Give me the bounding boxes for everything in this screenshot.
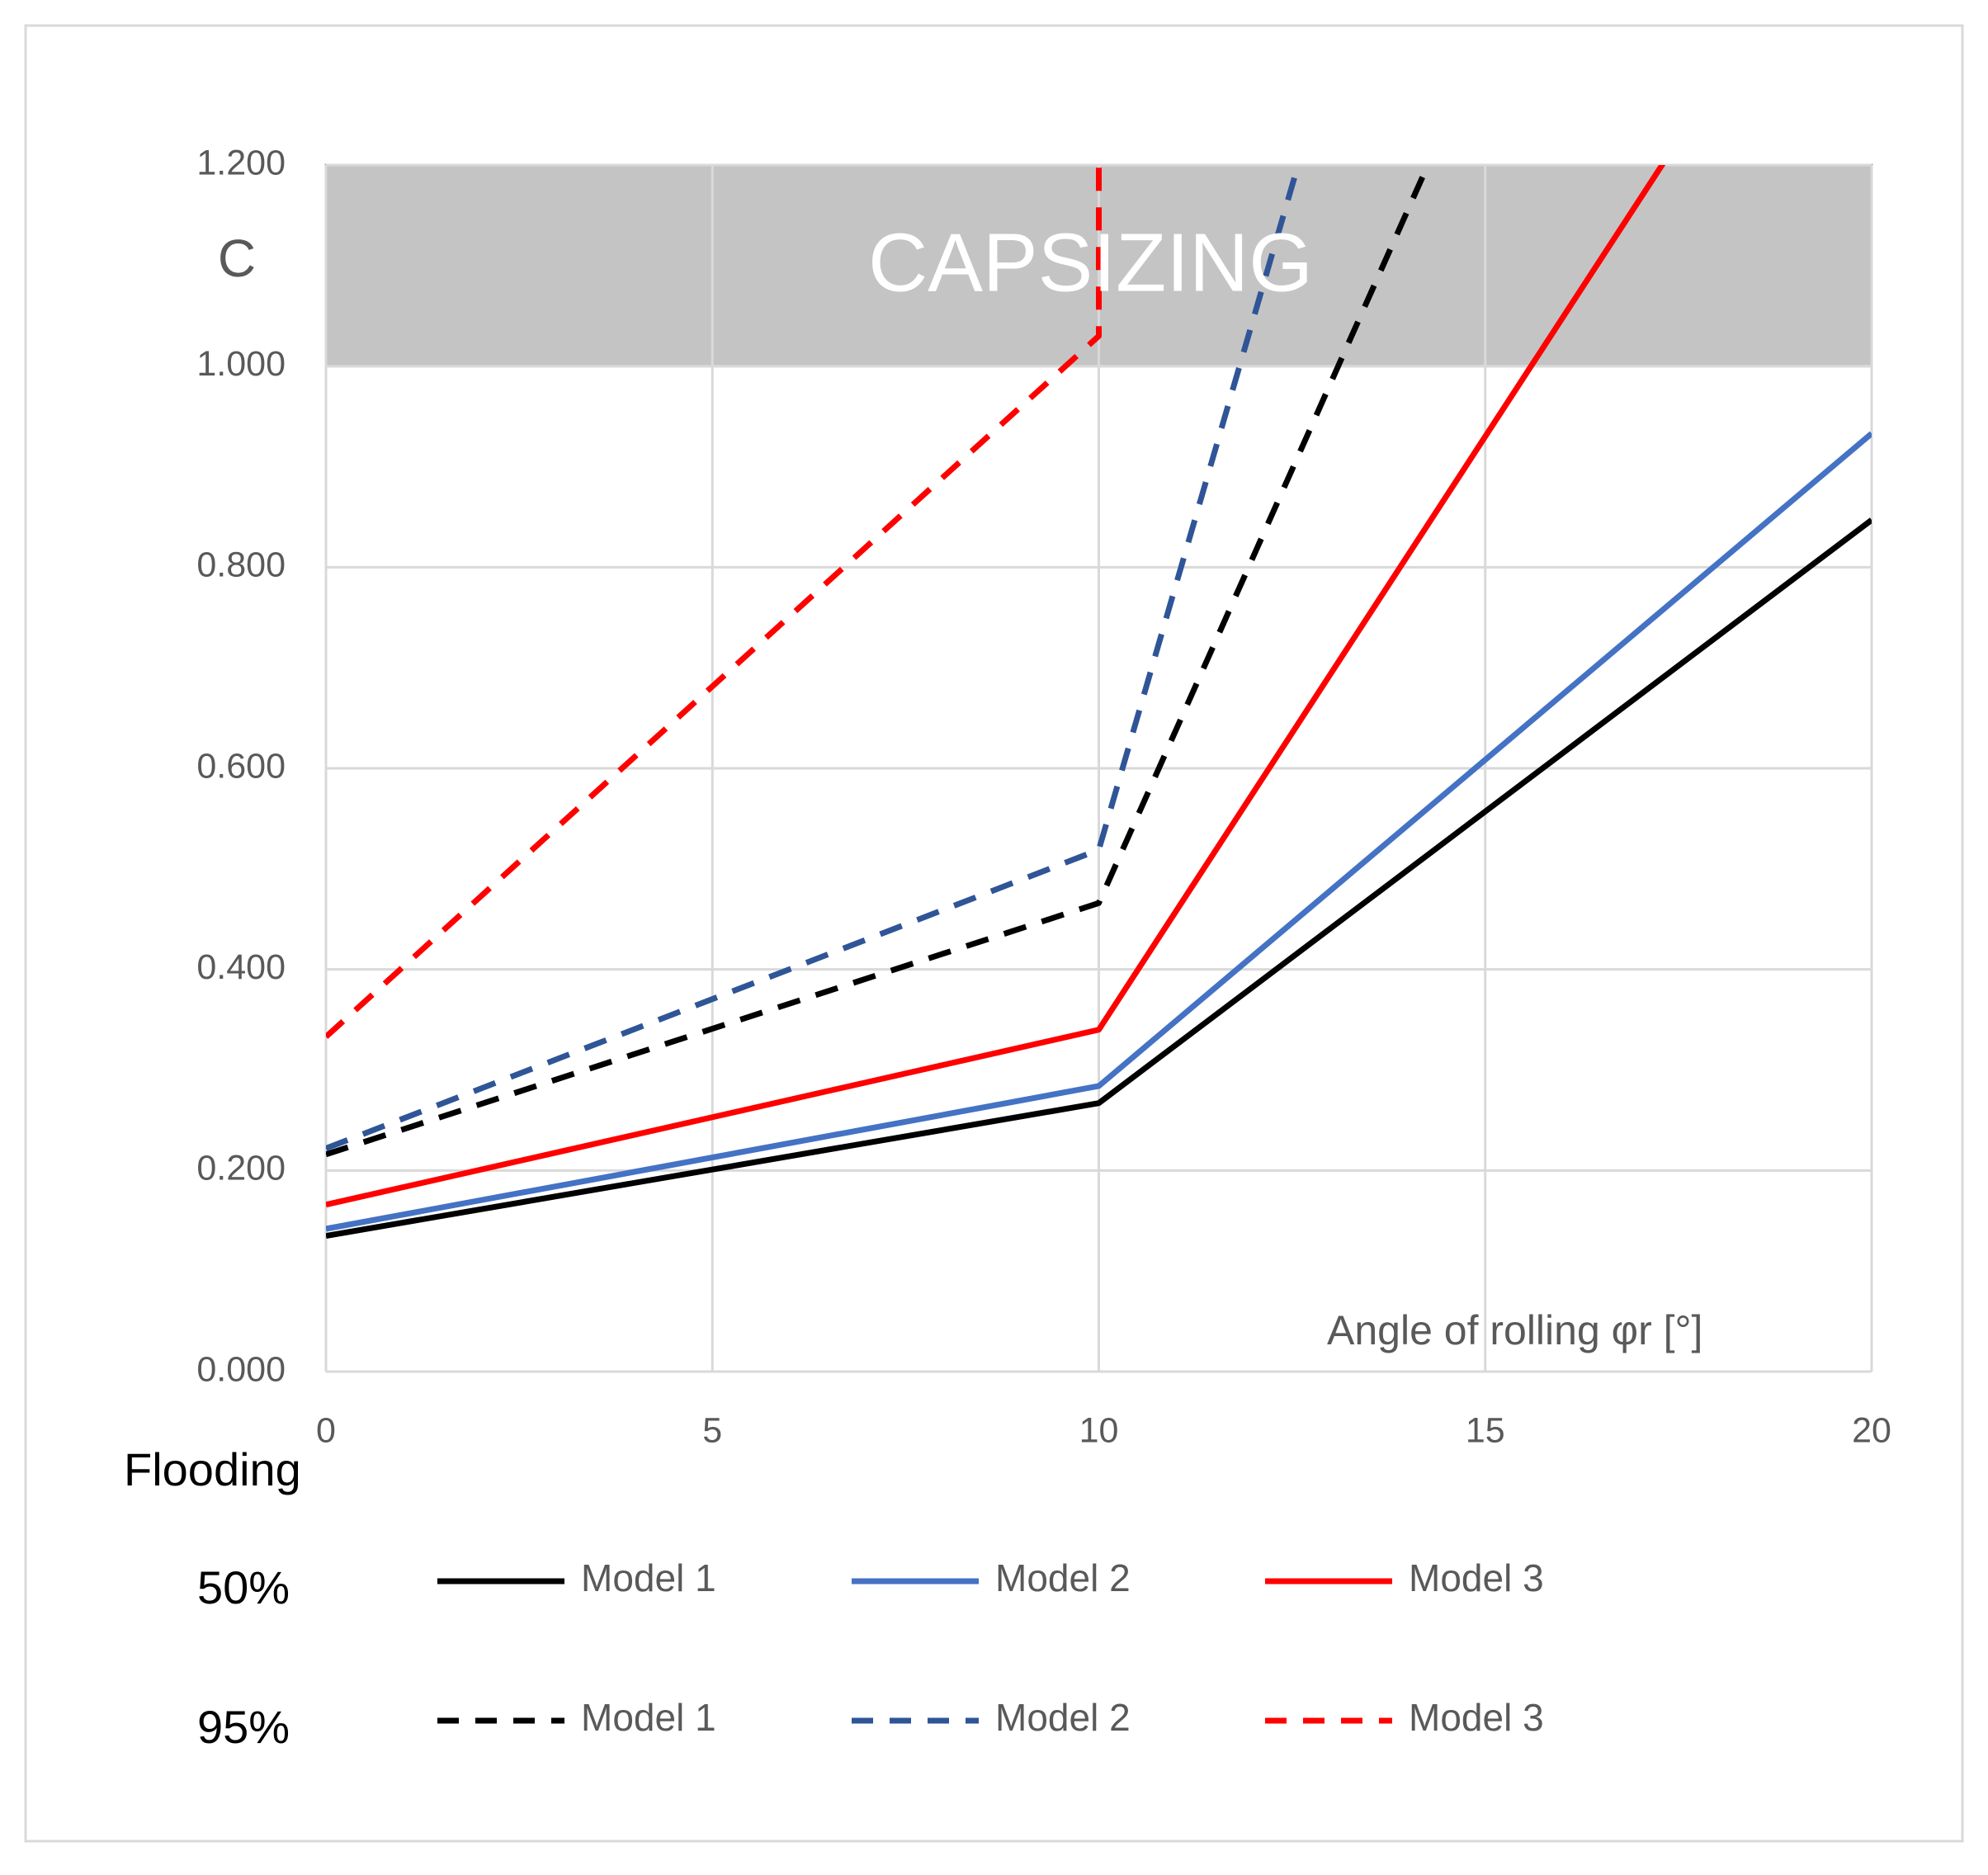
y-tick-label: 0.600 <box>196 746 286 786</box>
legend-label: Model 3 <box>1409 1556 1544 1599</box>
series-line <box>326 431 1872 1232</box>
series-line <box>326 165 1666 1208</box>
series-line <box>326 165 1102 1039</box>
x-axis-label: Angle of rolling φr [°] <box>1327 1307 1702 1353</box>
x-tick-label: 20 <box>1852 1410 1891 1450</box>
x-tick-label: 15 <box>1466 1410 1505 1450</box>
legend-label: Model 1 <box>581 1556 716 1599</box>
x-tick-label: 5 <box>702 1410 722 1450</box>
series-line <box>326 517 1872 1239</box>
legend-title: Flooding <box>124 1443 301 1495</box>
y-tick-label: 0.000 <box>196 1349 286 1389</box>
y-tick-label: 0.200 <box>196 1149 286 1188</box>
y-tick-label: 0.800 <box>196 545 286 585</box>
legend-label: Model 3 <box>1409 1696 1544 1739</box>
x-tick-label: 10 <box>1079 1410 1119 1450</box>
legend-group: 95% <box>197 1701 290 1753</box>
y-axis-label: C <box>218 229 256 288</box>
plot-lines <box>326 165 1872 1239</box>
y-tick-label: 1.000 <box>196 344 286 384</box>
x-tick-label: 0 <box>316 1410 336 1450</box>
legend-label: Model 1 <box>581 1696 716 1739</box>
y-tick-label: 1.200 <box>196 143 286 182</box>
labels: C Angle of rolling φr [°] Flooding CAPSI… <box>124 143 1891 1752</box>
annotation: CAPSIZING <box>868 216 1313 309</box>
legend-label: Model 2 <box>995 1696 1131 1739</box>
y-tick-label: 0.400 <box>196 947 286 987</box>
series-line <box>326 165 1432 1158</box>
legend-group: 50% <box>197 1561 290 1613</box>
legend-label: Model 2 <box>995 1556 1131 1599</box>
